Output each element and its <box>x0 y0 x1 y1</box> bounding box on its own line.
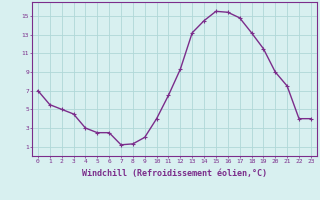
X-axis label: Windchill (Refroidissement éolien,°C): Windchill (Refroidissement éolien,°C) <box>82 169 267 178</box>
